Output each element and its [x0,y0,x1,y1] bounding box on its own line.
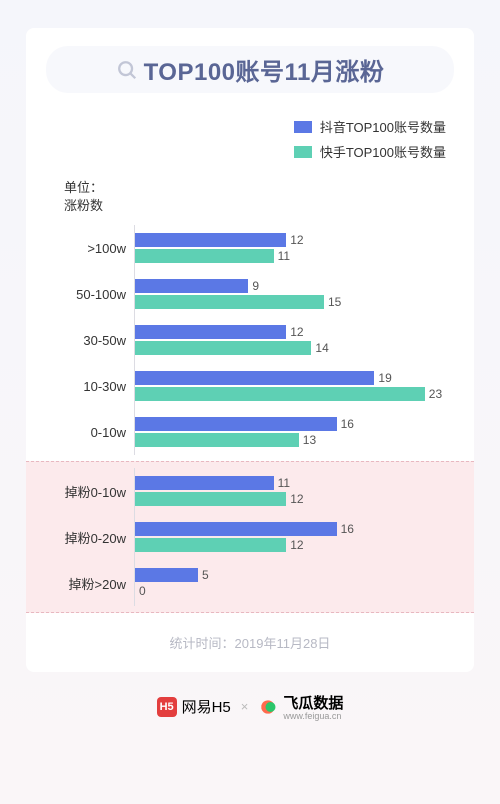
chart-row: 0-10w1613 [50,409,450,455]
title-bar: TOP100账号11月涨粉 [50,52,450,87]
unit-line1: 单位： [64,180,103,195]
bar-chart: >100w121150-100w91530-50w121410-30w19230… [50,225,450,613]
bar-value: 11 [278,249,290,263]
bar-value: 14 [315,341,328,355]
bar: 5 [135,568,198,582]
chart-row: 10-30w1923 [50,363,450,409]
chart-row: 掉粉0-10w1112 [50,468,450,514]
category-label: 掉粉0-20w [50,528,134,547]
bar: 14 [135,341,311,355]
bar: 19 [135,371,374,385]
bar-value: 5 [202,568,209,582]
category-label: 0-10w [50,425,134,440]
bar-group: 12 14 [134,317,450,363]
bar-group: 1211 [134,225,450,271]
category-label: 掉粉>20w [50,574,134,593]
brand2-sub: www.feigua.cn [283,711,343,721]
h5-badge-icon: H5 [157,697,177,717]
bar: 23 [135,387,425,401]
bar-value: 9 [252,279,259,293]
brand2-name: 飞瓜数据 [283,692,343,713]
bar: 11 [135,476,274,490]
feigua-icon [258,697,278,717]
bar: 15 [135,295,324,309]
brand1-name: 网易H5 [182,696,231,717]
bar-value: 12 [290,325,303,339]
bar-value: 16 [341,417,354,431]
legend-item-1: 抖音TOP100账号数量 [294,117,446,136]
unit-line2: 涨粉数 [64,198,103,213]
bar-value: 11 [278,476,290,490]
brand-feigua: 飞瓜数据 www.feigua.cn [258,692,343,721]
chart-row: 掉粉0-20w1612 [50,514,450,560]
legend-swatch-2 [294,146,312,158]
bar-value: 15 [328,295,341,309]
legend: 抖音TOP100账号数量 快手TOP100账号数量 [50,117,450,161]
bar-group: 9 15 [134,271,450,317]
legend-label-1: 抖音TOP100账号数量 [320,117,446,136]
bar: 9 [135,279,248,293]
bar: 12 [135,325,286,339]
cross-icon: × [241,699,249,714]
negative-section: 掉粉0-10w1112掉粉0-20w1612掉粉>20w50 [26,461,474,613]
category-label: 掉粉0-10w [50,482,134,501]
unit-label: 单位： 涨粉数 [64,179,450,215]
chart-card: TOP100账号11月涨粉 抖音TOP100账号数量 快手TOP100账号数量 … [26,28,474,672]
bar: 13 [135,433,299,447]
brand-netease: H5 网易H5 [157,696,231,717]
bar-value: 0 [139,584,146,598]
bar-value: 19 [378,371,391,385]
category-label: 50-100w [50,287,134,302]
bar-group: 1112 [134,468,450,514]
chart-row: 掉粉>20w50 [50,560,450,606]
bar-value: 12 [290,233,303,247]
chart-row: 30-50w1214 [50,317,450,363]
category-label: 10-30w [50,379,134,394]
footnote: 统计时间：2019年11月28日 [50,633,450,652]
category-label: 30-50w [50,333,134,348]
bar: 16 [135,417,337,431]
brand2-text: 飞瓜数据 www.feigua.cn [283,692,343,721]
bar: 16 [135,522,337,536]
bar-group: 1613 [134,409,450,455]
search-icon [116,59,138,81]
bar: 12 [135,233,286,247]
legend-swatch-1 [294,121,312,133]
bar-value: 16 [341,522,354,536]
chart-row: 50-100w915 [50,271,450,317]
bar-value: 13 [303,433,316,447]
category-label: >100w [50,241,134,256]
bar-value: 23 [429,387,442,401]
bar-value: 12 [290,492,303,506]
footer: H5 网易H5 × 飞瓜数据 www.feigua.cn [0,692,500,721]
legend-label-2: 快手TOP100账号数量 [320,142,446,161]
bar: 12 [135,538,286,552]
bar-group: 1612 [134,514,450,560]
chart-title: TOP100账号11月涨粉 [144,52,385,87]
chart-row: >100w1211 [50,225,450,271]
bar: 12 [135,492,286,506]
bar-group: 50 [134,560,450,606]
bar: 11 [135,249,274,263]
positive-section: >100w121150-100w91530-50w121410-30w19230… [50,225,450,455]
bar-value: 12 [290,538,303,552]
bar-group: 1923 [134,363,450,409]
legend-item-2: 快手TOP100账号数量 [294,142,446,161]
